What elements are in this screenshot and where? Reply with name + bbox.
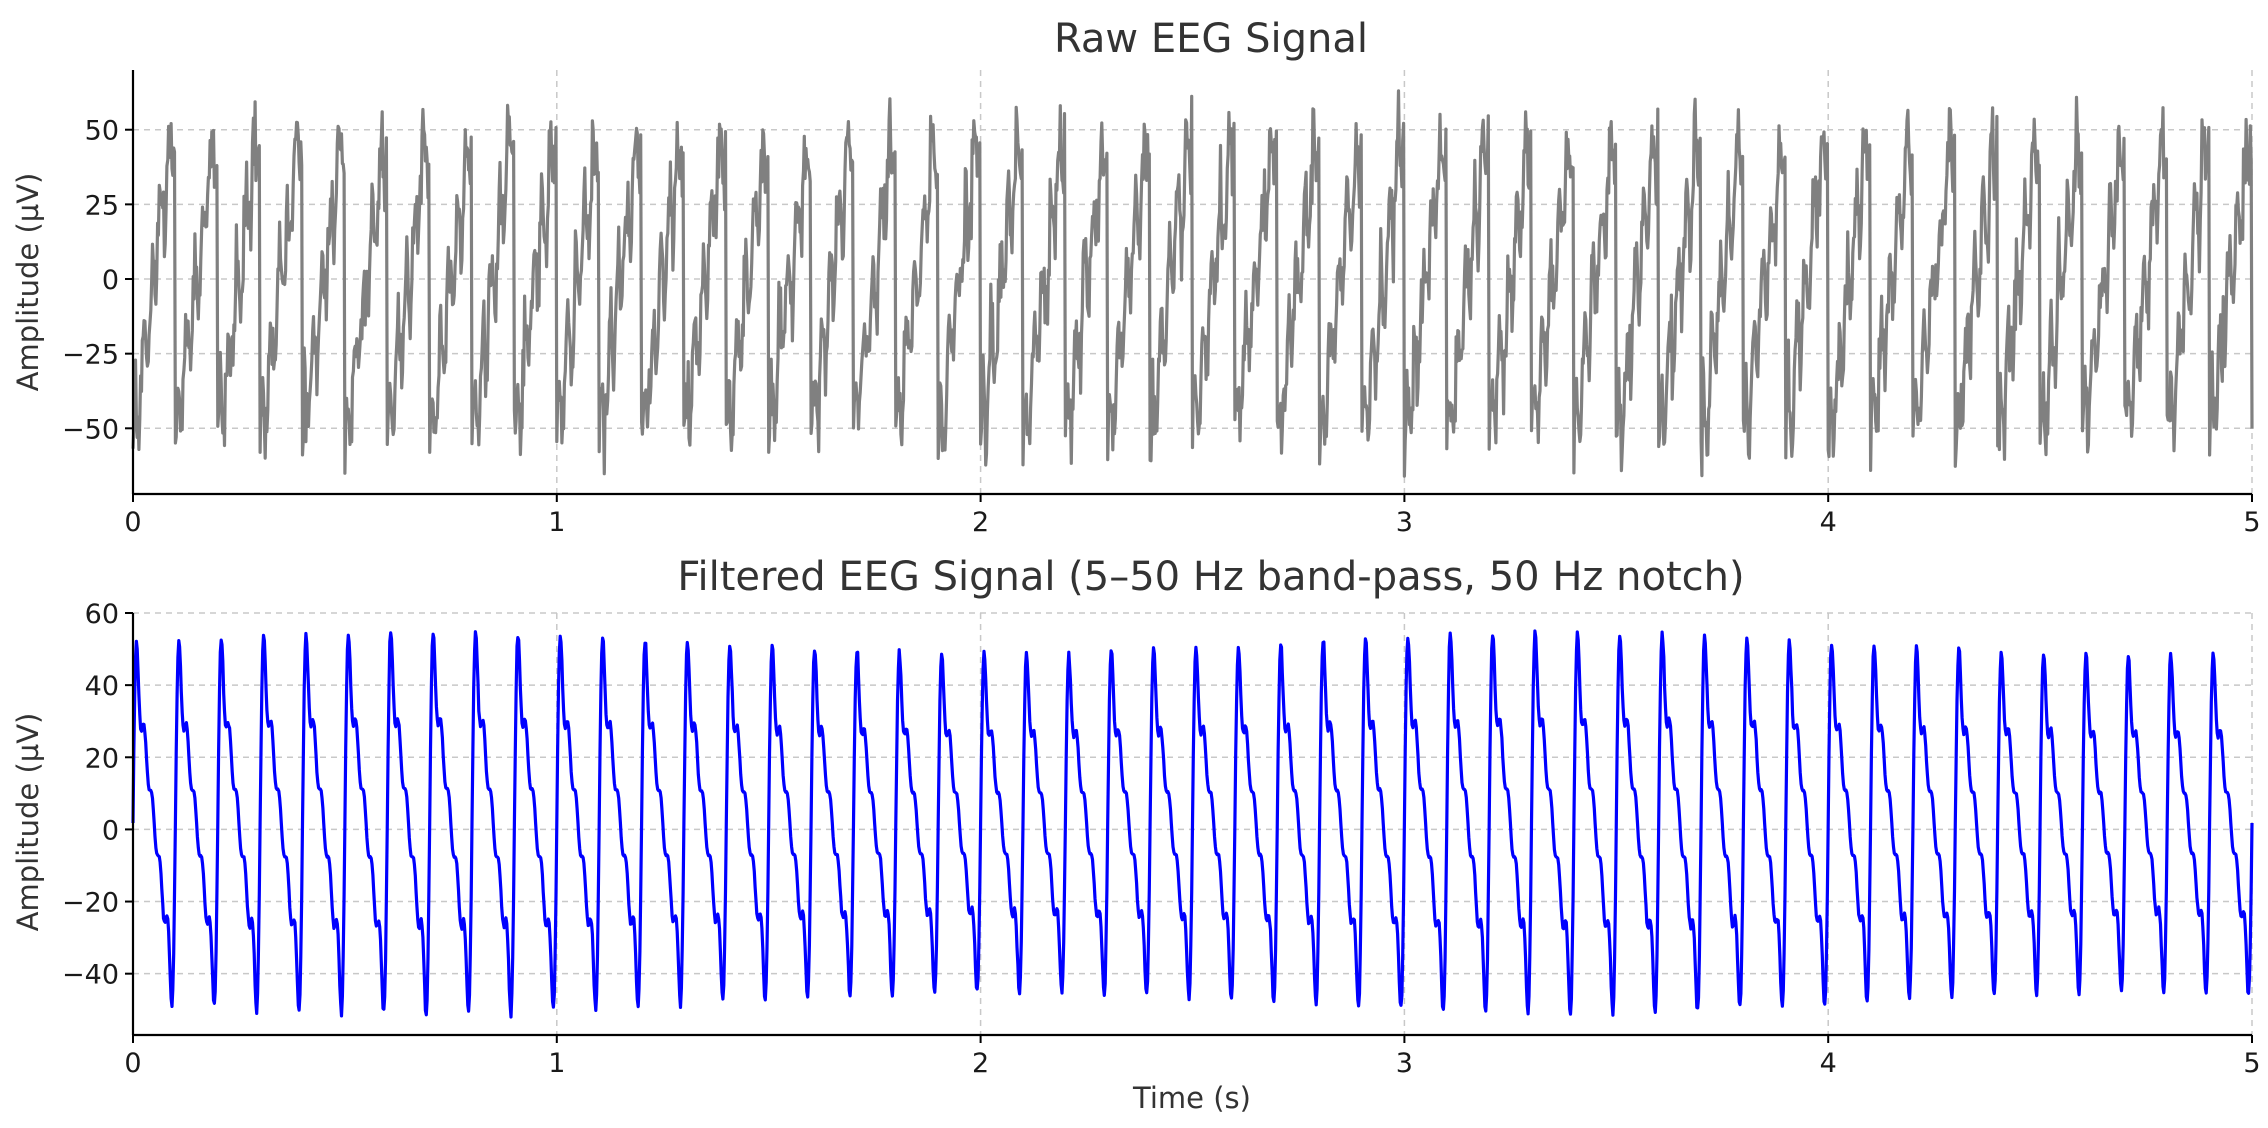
y-tick-label: 0 (102, 815, 119, 846)
y-tick-label: 0 (102, 265, 119, 296)
filtered-chart-title: Filtered EEG Signal (5–50 Hz band-pass, … (677, 554, 1744, 600)
raw-y-tick-labels: −50 −25 0 25 50 (62, 116, 119, 446)
x-tick-label: 4 (1820, 507, 1837, 538)
y-tick-label: 50 (85, 116, 119, 147)
x-tick-label: 5 (2243, 1048, 2260, 1079)
y-tick-label: −20 (62, 888, 119, 919)
raw-signal-line (131, 89, 2254, 478)
raw-x-tick-labels: 0 1 2 3 4 5 (124, 507, 2260, 538)
y-tick-label: 60 (85, 599, 119, 630)
x-tick-label: 2 (972, 1048, 989, 1079)
filtered-eeg-panel: Filtered EEG Signal (5–50 Hz band-pass, … (11, 554, 2261, 1115)
x-tick-label: 3 (1396, 1048, 1413, 1079)
y-tick-label: −25 (62, 340, 119, 371)
x-tick-label: 0 (124, 1048, 141, 1079)
x-axis-label: Time (s) (1132, 1081, 1251, 1115)
filtered-y-tick-labels: −40 −20 0 20 40 60 (62, 599, 119, 991)
x-tick-label: 4 (1820, 1048, 1837, 1079)
y-tick-label: 25 (85, 190, 119, 221)
x-tick-label: 5 (2243, 507, 2260, 538)
filtered-axes (125, 612, 2253, 1043)
y-tick-label: 40 (85, 671, 119, 702)
filtered-y-axis-label: Amplitude (µV) (11, 713, 45, 932)
filtered-x-tick-labels: 0 1 2 3 4 5 (124, 1048, 2260, 1079)
x-tick-label: 1 (548, 1048, 565, 1079)
raw-y-axis-label: Amplitude (µV) (11, 173, 45, 392)
x-tick-label: 1 (548, 507, 565, 538)
raw-chart-title: Raw EEG Signal (1054, 16, 1368, 62)
raw-axes (125, 70, 2253, 502)
y-tick-label: 20 (85, 743, 119, 774)
x-tick-label: 0 (124, 507, 141, 538)
x-tick-label: 2 (972, 507, 989, 538)
y-tick-label: −50 (62, 414, 119, 445)
raw-eeg-panel: Raw EEG Signal 0 1 2 3 4 5 −50 −25 0 25 50 Amplit… (11, 16, 2261, 538)
x-tick-label: 3 (1396, 507, 1413, 538)
y-tick-label: −40 (62, 960, 119, 991)
filtered-signal-line (131, 629, 2254, 1019)
